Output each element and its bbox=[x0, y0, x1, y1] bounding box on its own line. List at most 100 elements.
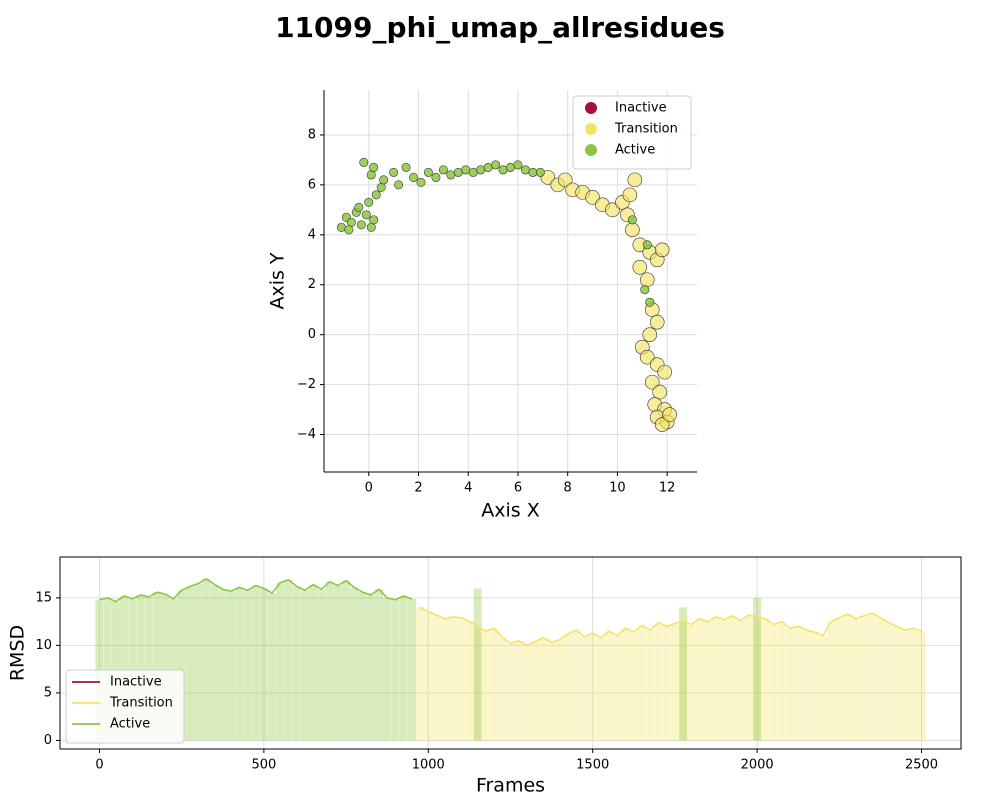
x-axis-title: Axis X bbox=[481, 500, 539, 522]
x-tick-label: 6 bbox=[514, 481, 522, 496]
scatter-point bbox=[409, 172, 419, 182]
legend-label: Transition bbox=[614, 122, 678, 137]
scatter-point bbox=[416, 177, 426, 187]
x-tick-label: 2 bbox=[414, 481, 422, 496]
scatter-point bbox=[401, 162, 411, 172]
scatter-point bbox=[640, 285, 650, 295]
scatter-point bbox=[639, 272, 655, 288]
x-tick-label: 8 bbox=[564, 481, 572, 496]
series-line bbox=[419, 606, 922, 647]
y-tick-label: 5 bbox=[44, 685, 52, 700]
scatter-point bbox=[625, 222, 640, 238]
scatter-point bbox=[642, 327, 658, 342]
scatter-point bbox=[364, 197, 374, 207]
y-tick-label: 4 bbox=[308, 227, 316, 242]
legend: Inactive Transition Active bbox=[65, 669, 185, 744]
scatter-point bbox=[639, 349, 655, 365]
scatter-point bbox=[461, 165, 471, 175]
scatter-point bbox=[642, 240, 652, 250]
scatter-point bbox=[654, 242, 670, 258]
scatter-point bbox=[438, 165, 448, 175]
scatter-point bbox=[605, 202, 620, 218]
x-axis-title: Frames bbox=[476, 775, 545, 797]
scatter-point bbox=[654, 417, 670, 432]
scatter-point bbox=[632, 259, 648, 275]
scatter-point bbox=[585, 190, 600, 205]
y-tick-label: 0 bbox=[44, 733, 52, 748]
figure-title: 11099_phi_umap_allresidues bbox=[275, 11, 725, 44]
scatter-point bbox=[491, 160, 501, 170]
legend-label: Active bbox=[615, 143, 655, 158]
y-axis-title: RMSD bbox=[7, 625, 29, 681]
legend-label: Inactive bbox=[615, 101, 667, 116]
legend: Inactive Transition Active bbox=[572, 95, 692, 170]
scatter-point bbox=[369, 215, 379, 225]
scatter-point bbox=[346, 217, 356, 227]
legend-marker bbox=[585, 123, 597, 135]
legend-frame bbox=[572, 95, 692, 170]
chart: 0 500 1000 1500 2000 2500 0 5 10 15 Frames RMSD Inac… bbox=[7, 556, 962, 797]
axes: 0 2 4 6 8 10 12 −4 −2 0 2 4 6 8 Axis X Axis Y bbox=[267, 90, 697, 522]
scatter-point bbox=[622, 187, 638, 203]
scatter-point bbox=[468, 167, 478, 177]
scatter-point bbox=[453, 167, 463, 177]
scatter-point bbox=[645, 297, 655, 307]
scatter-point bbox=[649, 314, 665, 330]
x-tick-label: 500 bbox=[251, 758, 276, 773]
legend-marker bbox=[585, 102, 597, 114]
y-tick-label: 2 bbox=[308, 277, 316, 292]
scatter-point bbox=[657, 364, 672, 380]
plot-area bbox=[336, 157, 677, 432]
y-tick-label: 8 bbox=[308, 127, 316, 142]
scatter-point bbox=[535, 167, 545, 177]
y-tick-label: 0 bbox=[308, 327, 316, 342]
chart: 0 2 4 6 8 10 12 −4 −2 0 2 4 6 8 Axis X Axis Y Inactive Tr… bbox=[267, 90, 697, 522]
scatter-point bbox=[354, 202, 364, 212]
scatter-point bbox=[394, 180, 404, 190]
scatter-point bbox=[336, 222, 346, 232]
x-tick-label: 0 bbox=[95, 758, 103, 773]
scatter-point bbox=[446, 170, 456, 180]
scatter-point bbox=[476, 165, 486, 175]
y-tick-label: 15 bbox=[35, 590, 52, 605]
scatter-point bbox=[505, 162, 515, 172]
scatter-point bbox=[513, 160, 523, 170]
y-tick-label: 10 bbox=[35, 638, 52, 653]
x-tick-label: 0 bbox=[365, 481, 373, 496]
scatter-point bbox=[557, 172, 573, 188]
legend-label: Active bbox=[110, 717, 150, 732]
x-tick-label: 10 bbox=[609, 481, 626, 496]
legend-label: Inactive bbox=[110, 675, 162, 690]
scatter-point bbox=[652, 384, 668, 400]
scatter-point bbox=[371, 190, 381, 200]
scatter-point bbox=[498, 165, 508, 175]
x-tick-label: 2000 bbox=[741, 758, 774, 773]
scatter-point bbox=[376, 182, 386, 192]
x-tick-label: 12 bbox=[659, 481, 676, 496]
scatter-point bbox=[361, 210, 371, 220]
scatter-point bbox=[369, 162, 379, 172]
scatter-point bbox=[431, 172, 441, 182]
scatter-point bbox=[366, 170, 376, 180]
x-tick-label: 1500 bbox=[576, 758, 609, 773]
scatter-point bbox=[662, 407, 677, 422]
scatter-point bbox=[644, 374, 660, 390]
scatter-point bbox=[483, 162, 493, 172]
legend-marker bbox=[585, 144, 597, 156]
scatter-point bbox=[528, 167, 538, 177]
x-tick-label: 4 bbox=[464, 481, 472, 496]
legend-label: Transition bbox=[109, 696, 173, 711]
axes-frame bbox=[59, 556, 962, 750]
scatter-point bbox=[627, 215, 637, 225]
x-tick-label: 2500 bbox=[905, 758, 938, 773]
scatter-point bbox=[423, 167, 433, 177]
scatter-point bbox=[520, 165, 530, 175]
y-axis-title: Axis Y bbox=[267, 252, 289, 309]
scatter-point bbox=[379, 175, 389, 185]
scatter-point bbox=[356, 220, 366, 230]
scatter-point bbox=[344, 225, 354, 235]
scatter-point bbox=[359, 157, 369, 167]
y-tick-label: 6 bbox=[308, 177, 316, 192]
x-tick-label: 1000 bbox=[412, 758, 445, 773]
